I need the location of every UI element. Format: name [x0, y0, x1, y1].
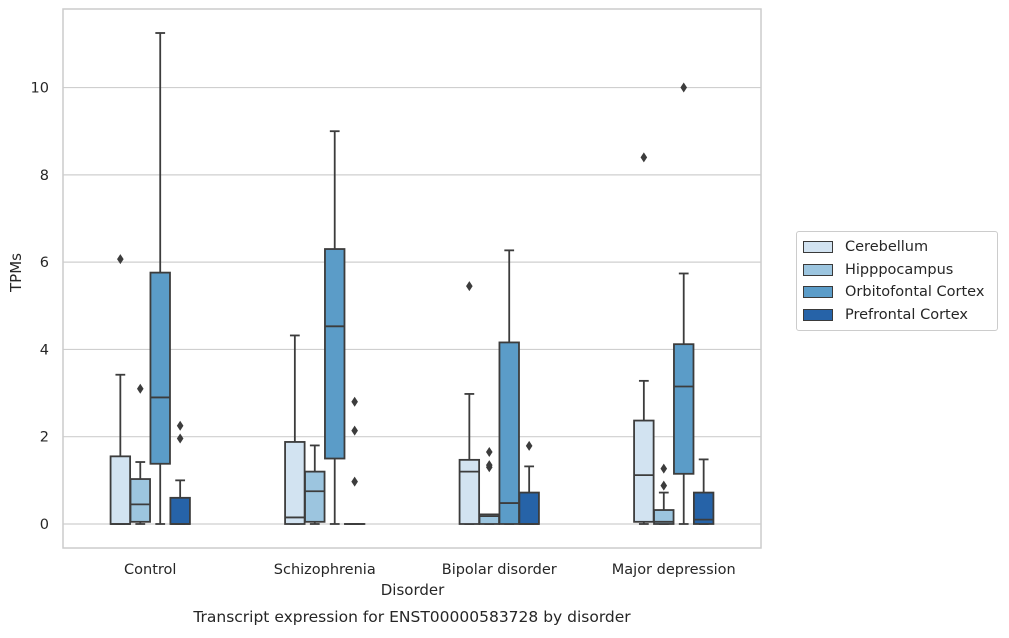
y-axis-label: TPMs: [7, 253, 25, 293]
box-body: [305, 472, 325, 522]
y-tick-label-5: 10: [31, 81, 49, 97]
legend-swatch: [803, 241, 833, 253]
box-body: [131, 479, 151, 522]
outlier-point-1: [351, 426, 358, 436]
legend: Cerebellum Hipppocampus Orbitofontal Corte…: [796, 231, 998, 331]
box-body: [325, 249, 345, 458]
outlier-point-0: [660, 481, 667, 491]
box-1-3: [345, 397, 365, 524]
box-3-3: [694, 459, 714, 524]
box-0-2: [150, 33, 170, 524]
box-3-0: [634, 152, 654, 524]
box-body: [460, 460, 480, 524]
outlier-point-0: [351, 477, 358, 487]
y-tick-label-3: 6: [40, 255, 49, 271]
y-tick-label-0: 0: [40, 517, 49, 533]
box-body: [519, 493, 539, 524]
legend-swatch: [803, 309, 833, 321]
box-body: [634, 421, 654, 522]
box-2-2: [499, 250, 519, 524]
legend-label: Prefrontal Cortex: [845, 307, 968, 323]
box-0-0: [111, 254, 131, 524]
x-tick-label-3: Major depression: [612, 562, 736, 578]
legend-label: Hipppocampus: [845, 262, 953, 278]
legend-label: Orbitofontal Cortex: [845, 284, 984, 300]
legend-swatch: [803, 286, 833, 298]
x-tick-label-1: Schizophrenia: [274, 562, 376, 578]
legend-label: Cerebellum: [845, 239, 928, 255]
outlier-point-1: [660, 464, 667, 474]
box-body: [170, 498, 190, 524]
box-3-1: [654, 464, 674, 524]
y-tick-label-2: 4: [40, 342, 49, 358]
category-group-1: [285, 131, 364, 524]
outlier-point-2: [351, 397, 358, 407]
x-axis-label: Disorder: [381, 581, 445, 599]
outlier-point-0: [466, 281, 473, 291]
box-body: [674, 344, 694, 474]
legend-swatch: [803, 264, 833, 276]
legend-item-3: Prefrontal Cortex: [797, 304, 997, 327]
legend-item-1: Hipppocampus: [797, 259, 997, 282]
box-body: [150, 273, 170, 464]
y-tick-label-1: 2: [40, 430, 49, 446]
box-2-0: [460, 281, 480, 524]
x-tick-label-2: Bipolar disorder: [442, 562, 557, 578]
box-2-3: [519, 441, 539, 524]
outlier-point-0: [137, 384, 144, 394]
outlier-point-1: [177, 421, 184, 431]
box-1-0: [285, 335, 305, 524]
box-1-1: [305, 445, 325, 524]
category-group-0: [111, 33, 190, 524]
legend-item-0: Cerebellum: [797, 236, 997, 259]
figure-caption: Transcript expression for ENST0000058372…: [192, 608, 631, 626]
outlier-point-0: [526, 441, 533, 451]
box-body: [285, 442, 305, 524]
box-2-1: [480, 447, 500, 524]
category-group-3: [634, 83, 713, 524]
outlier-point-0: [680, 83, 687, 93]
box-1-2: [325, 131, 345, 524]
legend-item-2: Orbitofontal Cortex: [797, 281, 997, 304]
x-tick-label-0: Control: [124, 562, 176, 578]
box-3-2: [674, 83, 694, 524]
y-tick-label-4: 8: [40, 168, 49, 184]
category-group-2: [460, 250, 539, 524]
outlier-point-0: [641, 152, 648, 162]
outlier-point-0: [177, 433, 184, 443]
box-body: [111, 456, 131, 524]
box-0-1: [131, 384, 151, 524]
outlier-point-2: [486, 447, 493, 457]
box-body: [499, 342, 519, 524]
